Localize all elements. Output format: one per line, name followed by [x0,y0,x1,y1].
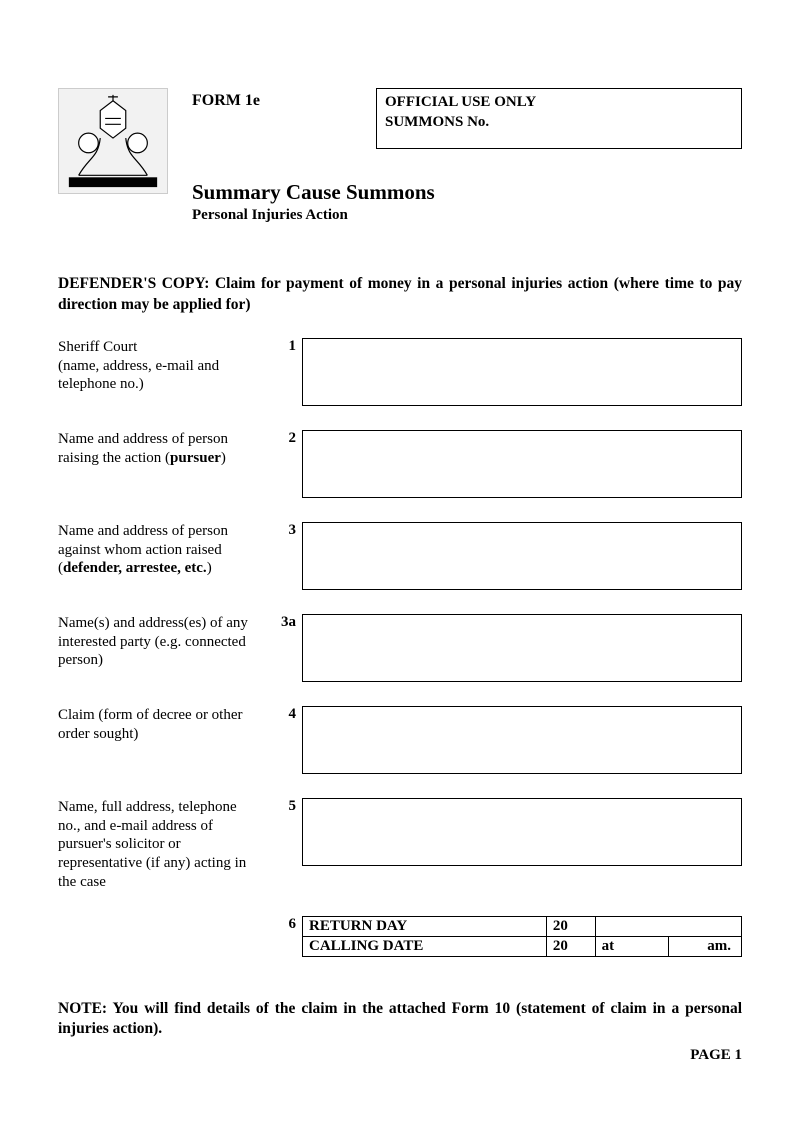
field-number: 2 [268,430,302,447]
field-row-6: 6 RETURN DAY 20 CALLING DATE 20 at am. [58,916,742,957]
field-label: Name and address of person against whom … [58,522,268,578]
note-text: NOTE: You will find details of the claim… [58,999,742,1039]
calling-date-row: CALLING DATE 20 at am. [303,936,742,956]
field-input-box[interactable] [302,430,742,498]
field-label: Sheriff Court(name, address, e-mail and … [58,338,268,394]
field-row: Sheriff Court(name, address, e-mail and … [58,338,742,406]
crest-image [58,88,168,194]
field-label: Claim (form of decree or other order sou… [58,706,268,744]
field-input-box[interactable] [302,614,742,682]
defender-lead: DEFENDER'S COPY [58,275,204,292]
return-day-row: RETURN DAY 20 [303,916,742,936]
field-row: Name(s) and address(es) of any intereste… [58,614,742,682]
main-title: Summary Cause Summons [192,180,742,205]
calling-date-at: at [595,936,668,956]
field-input-box[interactable] [302,338,742,406]
calling-date-label: CALLING DATE [303,936,547,956]
field-input-box[interactable] [302,798,742,866]
field-label: Name(s) and address(es) of any intereste… [58,614,268,670]
field-num-6: 6 [268,916,302,933]
return-day-year: 20 [546,916,595,936]
field-number: 4 [268,706,302,723]
defender-copy-line: DEFENDER'S COPY: Claim for payment of mo… [58,274,742,316]
field-row: Claim (form of decree or other order sou… [58,706,742,774]
field-row: Name and address of person against whom … [58,522,742,590]
calling-date-ampm: am. [668,936,741,956]
fields-section: Sheriff Court(name, address, e-mail and … [58,338,742,892]
field-number: 3 [268,522,302,539]
field-input-box[interactable] [302,706,742,774]
subtitle: Personal Injuries Action [192,207,742,224]
calling-date-year: 20 [546,936,595,956]
dates-table: RETURN DAY 20 CALLING DATE 20 at am. [302,916,742,957]
title-block: Summary Cause Summons Personal Injuries … [192,180,742,224]
return-day-label: RETURN DAY [303,916,547,936]
field-number: 3a [268,614,302,631]
form-code: FORM 1e [192,92,352,110]
field-row: Name and address of person raising the a… [58,430,742,498]
crest-icon [59,89,167,193]
official-line-1: OFFICIAL USE ONLY [385,93,733,113]
return-day-blank[interactable] [595,916,741,936]
page-number: PAGE 1 [58,1047,742,1064]
field-label: Name, full address, telephone no., and e… [58,798,268,892]
header-row: FORM 1e OFFICIAL USE ONLY SUMMONS No. [58,88,742,194]
field-number: 1 [268,338,302,355]
field-row: Name, full address, telephone no., and e… [58,798,742,892]
field-input-box[interactable] [302,522,742,590]
official-line-2: SUMMONS No. [385,113,733,133]
official-use-box: OFFICIAL USE ONLY SUMMONS No. [376,88,742,149]
form-label-column: FORM 1e [192,88,352,110]
field-label: Name and address of person raising the a… [58,430,268,468]
field-number: 5 [268,798,302,815]
